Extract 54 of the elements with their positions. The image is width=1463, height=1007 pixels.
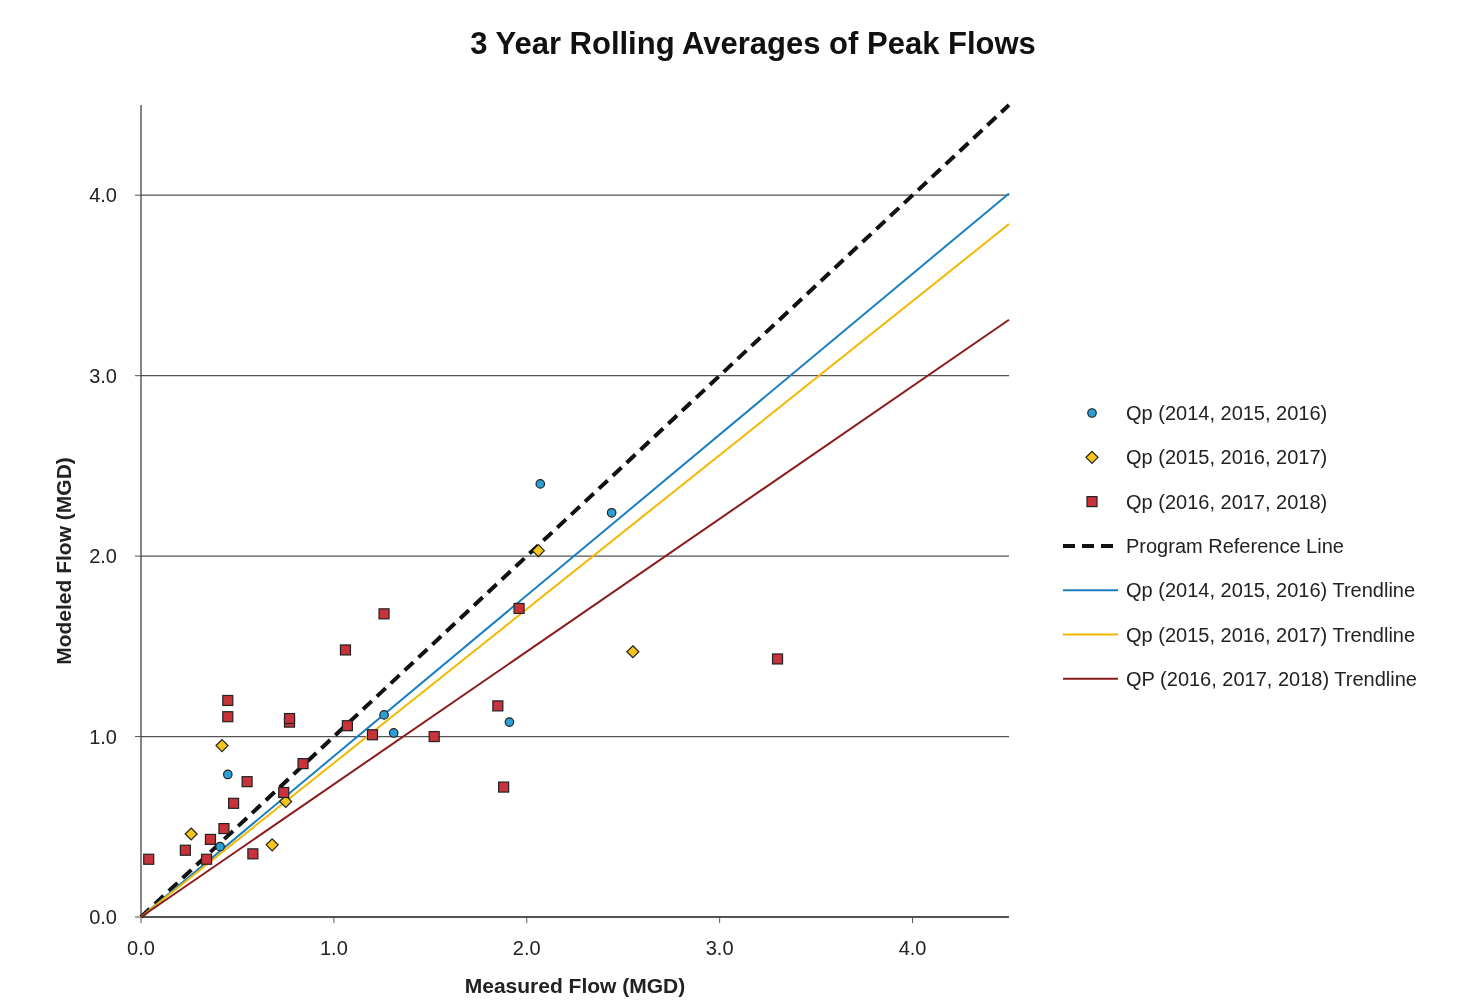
legend-label: Qp (2016, 2017, 2018) bbox=[1126, 490, 1328, 513]
y-tick-label: 0.0 bbox=[89, 906, 117, 928]
point bbox=[222, 711, 234, 723]
point bbox=[341, 720, 353, 732]
y-tick-label: 2.0 bbox=[89, 545, 117, 568]
point bbox=[626, 645, 640, 659]
y-tick-label: 4.0 bbox=[89, 184, 117, 207]
chart-title: 3 Year Rolling Averages of Peak Flows bbox=[470, 26, 1036, 61]
point bbox=[492, 700, 504, 712]
legend-label: Qp (2015, 2016, 2017) Trendline bbox=[1126, 623, 1416, 646]
point bbox=[771, 653, 784, 665]
point bbox=[204, 833, 217, 846]
y-tick-label: 1.0 bbox=[89, 725, 117, 748]
legend-label: Qp (2014, 2015, 2016) bbox=[1126, 402, 1328, 424]
point bbox=[222, 769, 233, 780]
point bbox=[366, 729, 379, 741]
x-tick-label: 0.0 bbox=[127, 937, 155, 959]
legend-label: Program Reference Line bbox=[1126, 534, 1344, 557]
point bbox=[378, 608, 390, 620]
point bbox=[297, 758, 309, 770]
point bbox=[428, 730, 440, 743]
point bbox=[283, 712, 296, 725]
point bbox=[265, 838, 279, 852]
x-tick-label: 4.0 bbox=[898, 937, 927, 959]
point bbox=[531, 544, 545, 558]
point bbox=[379, 710, 389, 720]
point bbox=[535, 479, 546, 489]
point bbox=[218, 822, 230, 835]
point bbox=[215, 738, 229, 753]
point bbox=[247, 848, 259, 860]
point bbox=[606, 507, 617, 518]
point bbox=[200, 853, 213, 865]
legend-label: QP (2016, 2017, 2018) Trendline bbox=[1126, 667, 1417, 690]
point bbox=[498, 781, 510, 793]
x-tick-label: 2.0 bbox=[512, 937, 541, 959]
y-tick-label: 3.0 bbox=[89, 364, 117, 387]
point bbox=[504, 717, 515, 727]
point bbox=[222, 694, 234, 707]
y-axis-title: Modeled Flow (MGD) bbox=[52, 457, 75, 665]
point bbox=[339, 644, 352, 656]
point bbox=[179, 844, 191, 856]
point bbox=[278, 786, 290, 799]
x-axis-title: Measured Flow (MGD) bbox=[464, 974, 686, 997]
point bbox=[184, 827, 198, 841]
point bbox=[227, 797, 240, 809]
point bbox=[241, 776, 253, 788]
point bbox=[513, 602, 525, 615]
x-tick-label: 1.0 bbox=[319, 937, 348, 959]
point bbox=[143, 853, 155, 865]
legend-label: Qp (2015, 2016, 2017) bbox=[1126, 446, 1328, 469]
point bbox=[215, 841, 225, 852]
legend-label: Qp (2014, 2015, 2016) Trendline bbox=[1126, 579, 1416, 602]
x-tick-label: 3.0 bbox=[705, 937, 734, 959]
point bbox=[388, 728, 399, 738]
